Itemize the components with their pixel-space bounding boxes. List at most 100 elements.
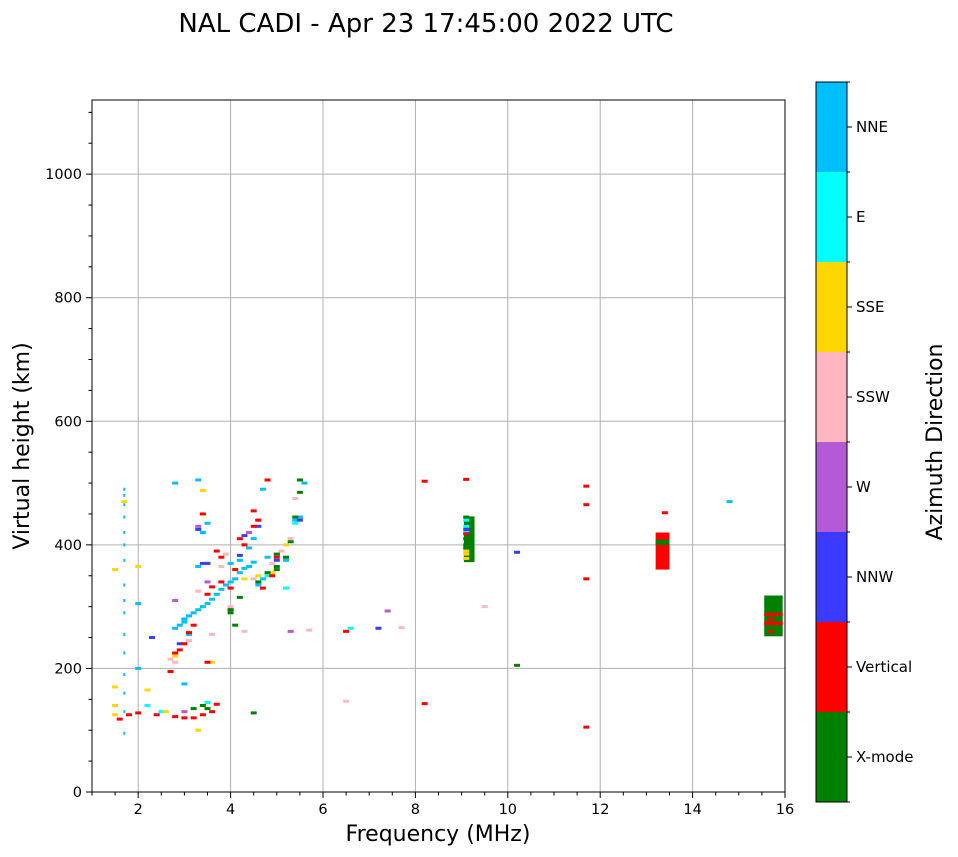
echo-point-x-mode <box>227 611 234 615</box>
echo-point-ssw <box>167 657 174 661</box>
echo-point-vertical <box>232 568 239 572</box>
echo-point-vertical <box>269 574 276 578</box>
echo-point-vertical <box>190 623 197 627</box>
echo-point-nne <box>246 546 253 550</box>
echo-point-nne <box>135 602 142 606</box>
echo-point-vertical <box>343 629 350 633</box>
echo-point-nne <box>209 597 216 601</box>
echo-point-vertical <box>583 577 590 581</box>
echo-point-nne <box>241 566 248 570</box>
echo-point-ssw <box>269 561 276 565</box>
echo-point-nne <box>123 558 126 562</box>
echo-point-vertical <box>250 524 257 528</box>
plot-frame <box>91 99 786 793</box>
echo-point-vertical <box>199 512 206 516</box>
echo-point-e <box>283 586 290 590</box>
echo-point-nne <box>301 481 308 485</box>
echo-point-nne <box>726 500 733 504</box>
echo-point-vertical <box>259 586 266 590</box>
echo-point-sse <box>283 543 290 547</box>
echo-point-nne <box>123 691 126 695</box>
echo-point-vertical <box>209 585 216 589</box>
echo-point-sse <box>112 713 119 717</box>
echo-point-nne <box>123 515 126 519</box>
echo-point-ssw <box>278 549 285 553</box>
echo-point-x-mode <box>514 663 521 667</box>
echo-point-nne <box>195 608 202 612</box>
echo-point-nne <box>123 632 126 636</box>
echo-point-x-mode <box>296 478 303 482</box>
echo-point-sse <box>209 660 216 664</box>
echo-point-nne <box>123 583 126 587</box>
echo-point-vertical <box>264 478 271 482</box>
echo-block-vertical <box>764 612 783 616</box>
echo-point-sse <box>135 564 142 568</box>
echo-point-sse <box>241 577 248 581</box>
echo-point-x-mode <box>296 490 303 494</box>
echo-point-x-mode <box>227 608 234 612</box>
echo-point-ssw <box>172 660 179 664</box>
colorbar-swatch-x-mode <box>816 712 847 802</box>
echo-point-nne <box>227 561 234 565</box>
echo-point-vertical <box>213 702 220 706</box>
echo-point-vertical <box>135 711 142 715</box>
y-tick-label: 0 <box>73 785 82 801</box>
echo-point-vertical <box>227 586 234 590</box>
echo-point-nne <box>236 571 243 575</box>
colorbar-swatch-vertical <box>816 622 847 712</box>
colorbar: X-mode Vertical NNW W SSW SSE E NNE <box>815 81 913 803</box>
echo-point-nne <box>123 493 126 497</box>
echo-point-e <box>158 710 165 714</box>
echo-point-nnw <box>195 527 202 531</box>
echo-point-x-mode <box>264 571 271 575</box>
echo-point-vertical <box>167 670 174 674</box>
echo-block-x-mode <box>463 516 475 563</box>
echo-point-vertical <box>463 532 470 536</box>
echo-point-nne <box>135 666 142 670</box>
echo-point-nnw <box>199 561 206 565</box>
echo-point-nne <box>181 617 188 621</box>
echo-point-w <box>195 524 202 528</box>
echo-point-ssw <box>306 628 313 632</box>
echo-block-x-mode <box>655 539 670 545</box>
echo-block-vertical <box>655 532 670 570</box>
echo-point-x-mode <box>273 564 280 568</box>
colorbar-frame <box>815 81 848 803</box>
x-tick-label: 4 <box>226 802 235 818</box>
echo-point-nne <box>123 611 126 615</box>
echo-point-nne <box>213 592 220 596</box>
echo-point-nne <box>250 560 257 564</box>
echo-point-vertical <box>255 518 262 522</box>
colorbar-tick-label: SSW <box>856 388 890 406</box>
echo-point-e <box>463 518 470 522</box>
echo-point-vertical <box>583 503 590 507</box>
echo-point-sse <box>121 500 128 504</box>
echo-point-ssw <box>218 564 225 568</box>
echo-point-nne <box>181 682 188 686</box>
chart-title: NAL CADI - Apr 23 17:45:00 2022 UTC <box>178 9 673 39</box>
y-tick-label: 1000 <box>45 167 82 183</box>
echo-point-nnw <box>241 534 248 538</box>
echo-point-e <box>264 574 271 578</box>
echo-point-x-mode <box>273 568 280 572</box>
echo-point-nne <box>204 602 211 606</box>
echo-point-sse <box>172 654 179 658</box>
x-axis-label: Frequency (MHz) <box>346 822 531 847</box>
x-tick-label: 16 <box>776 802 794 818</box>
plot-grid <box>92 100 785 792</box>
echo-point-nne <box>204 521 211 525</box>
y-tick-label: 600 <box>54 414 82 430</box>
echo-point-ssw <box>343 699 350 703</box>
echo-point-vertical <box>218 580 225 584</box>
echo-point-nne <box>218 587 225 591</box>
colorbar-swatch-nne <box>816 82 847 172</box>
echo-point-sse <box>112 685 119 689</box>
echo-point-nne <box>123 598 126 602</box>
echo-point-ssw <box>227 605 234 609</box>
echo-point-nne <box>176 623 183 627</box>
echo-point-nne <box>246 564 253 568</box>
echo-point-x-mode <box>463 515 470 519</box>
echo-point-nne <box>123 531 126 534</box>
echo-point-nne <box>292 518 299 522</box>
echo-point-vertical <box>241 543 248 547</box>
